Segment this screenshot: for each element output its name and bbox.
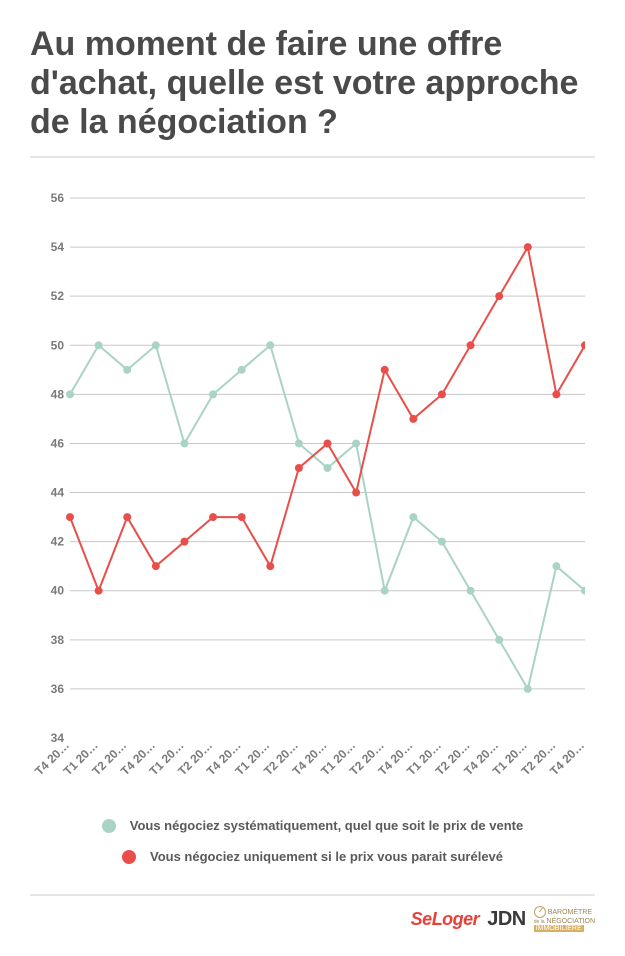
svg-text:56: 56 bbox=[51, 191, 65, 205]
footer-brands: SeLoger JDN BAROMÈTRE de la NÉGOCIATION … bbox=[30, 906, 595, 932]
page-title: Au moment de faire une offre d'achat, qu… bbox=[30, 25, 595, 142]
brand-seloger-text: SeLoger bbox=[411, 909, 480, 929]
gauge-icon bbox=[534, 906, 546, 918]
svg-text:42: 42 bbox=[51, 535, 65, 549]
page-root: Au moment de faire une offre d'achat, qu… bbox=[0, 0, 625, 956]
legend-label: Vous négociez uniquement si le prix vous… bbox=[150, 849, 503, 864]
line-chart: 343638404244464850525456T4 20…T1 20…T2 2… bbox=[30, 188, 585, 788]
barometre-line1: BAROMÈTRE bbox=[548, 909, 592, 916]
legend-dot-icon bbox=[122, 850, 136, 864]
svg-text:40: 40 bbox=[51, 584, 65, 598]
svg-text:38: 38 bbox=[51, 633, 65, 647]
title-divider bbox=[30, 156, 595, 158]
brand-jdn: JDN bbox=[487, 908, 526, 931]
brand-barometre: BAROMÈTRE de la NÉGOCIATION IMMOBILIÈRE bbox=[534, 906, 595, 932]
svg-text:36: 36 bbox=[51, 682, 65, 696]
chart-svg: 343638404244464850525456T4 20…T1 20…T2 2… bbox=[30, 188, 585, 828]
brand-seloger: SeLoger bbox=[411, 909, 480, 930]
svg-text:46: 46 bbox=[51, 437, 65, 451]
svg-text:54: 54 bbox=[51, 240, 65, 254]
svg-text:44: 44 bbox=[51, 486, 65, 500]
barometre-line3: IMMOBILIÈRE bbox=[534, 925, 584, 932]
svg-text:52: 52 bbox=[51, 289, 65, 303]
footer-divider bbox=[30, 894, 595, 896]
legend-item-only-if-high: Vous négociez uniquement si le prix vous… bbox=[122, 849, 503, 864]
svg-text:50: 50 bbox=[51, 339, 65, 353]
svg-text:48: 48 bbox=[51, 388, 65, 402]
